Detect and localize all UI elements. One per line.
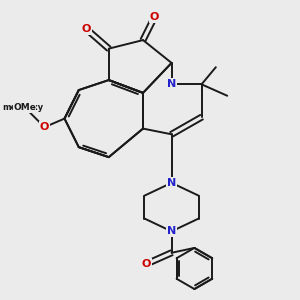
Text: O: O xyxy=(40,122,49,132)
Text: N: N xyxy=(167,226,176,236)
Text: O: O xyxy=(141,259,151,269)
Text: N: N xyxy=(167,178,176,188)
Text: N: N xyxy=(167,79,176,89)
Text: O: O xyxy=(150,12,159,22)
Text: O: O xyxy=(81,24,91,34)
Text: OMe: OMe xyxy=(13,103,36,112)
Text: methoxy: methoxy xyxy=(2,103,44,112)
